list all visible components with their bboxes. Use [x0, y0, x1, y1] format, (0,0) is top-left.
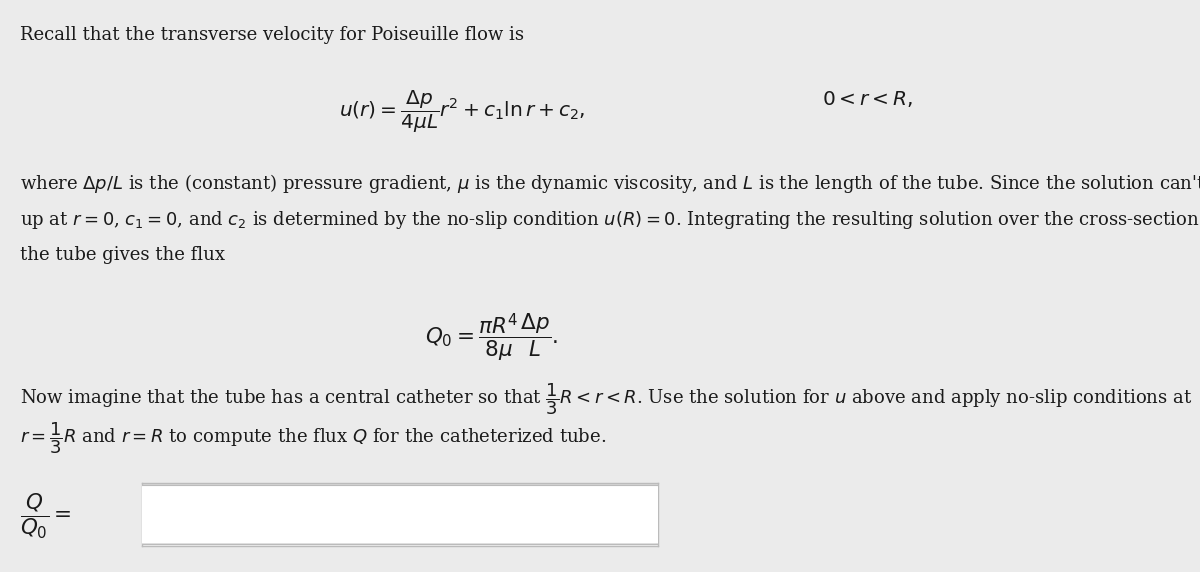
Text: $u(r) = \dfrac{\Delta p}{4\mu L}r^2 + c_1 \ln r + c_2,$: $u(r) = \dfrac{\Delta p}{4\mu L}r^2 + c_… — [338, 89, 586, 135]
Text: Now imagine that the tube has a central catheter so that $\dfrac{1}{3}R < r < R$: Now imagine that the tube has a central … — [20, 382, 1193, 417]
Text: $\dfrac{Q}{Q_0} =$: $\dfrac{Q}{Q_0} =$ — [20, 492, 72, 541]
Text: the tube gives the flux: the tube gives the flux — [20, 246, 226, 264]
FancyBboxPatch shape — [134, 485, 665, 545]
Text: up at $r = 0$, $c_1 = 0$, and $c_2$ is determined by the no-slip condition $u(R): up at $r = 0$, $c_1 = 0$, and $c_2$ is d… — [20, 209, 1200, 231]
Text: $0 < r < R,$: $0 < r < R,$ — [822, 89, 913, 109]
Text: where $\Delta p/L$ is the (constant) pressure gradient, $\mu$ is the dynamic vis: where $\Delta p/L$ is the (constant) pre… — [20, 172, 1200, 194]
Text: $r = \dfrac{1}{3}R$ and $r = R$ to compute the flux $Q$ for the catheterized tub: $r = \dfrac{1}{3}R$ and $r = R$ to compu… — [20, 420, 607, 456]
Text: Recall that the transverse velocity for Poiseuille flow is: Recall that the transverse velocity for … — [20, 26, 524, 43]
Text: $Q_0 = \dfrac{\pi R^4}{8\mu} \dfrac{\Delta p}{L}.$: $Q_0 = \dfrac{\pi R^4}{8\mu} \dfrac{\Del… — [425, 312, 559, 363]
